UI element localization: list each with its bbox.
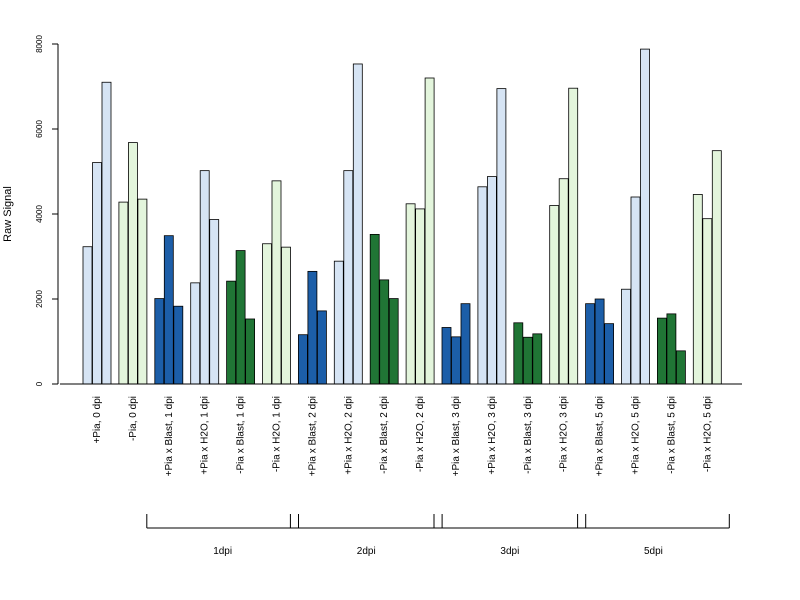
bar [352, 63, 363, 385]
group-bracket: 5dpi [577, 514, 730, 557]
bar [369, 233, 380, 385]
bar [604, 323, 614, 385]
bar [379, 279, 390, 385]
bar [657, 317, 667, 385]
bar [702, 218, 713, 385]
bar [163, 235, 174, 385]
x-tick-labels: +Pia, 0 dpi -Pia, 0 dpi +Pia x Blast, 1 dp… [92, 396, 713, 476]
x-tick-label: +Pia x Blast, 2 dpi [307, 396, 318, 476]
bar [316, 310, 327, 385]
x-tick-label: +Pia x Blast, 1 dpi [164, 396, 175, 476]
bar [137, 198, 148, 385]
x-tick-label: -Pia x H2O, 3 dpi [559, 396, 570, 472]
x-tick-label: +Pia, 0 dpi [92, 396, 103, 444]
bar [558, 178, 569, 385]
x-tick-label: -Pia x Blast, 5 dpi [666, 396, 677, 474]
group-bracket: 1dpi [146, 514, 299, 557]
group-brackets: 1dpi 2dpi 3dpi 5dpi [146, 514, 730, 557]
bar [630, 196, 641, 385]
bar [477, 186, 488, 385]
bar [666, 313, 677, 385]
x-tick-label: +Pia x Blast, 5 dpi [595, 396, 606, 476]
group-bracket: 2dpi [289, 514, 443, 557]
bar [594, 298, 605, 385]
bar [522, 336, 533, 385]
x-tick-label: -Pia x H2O, 2 dpi [415, 396, 426, 472]
y-tick-label: 4000 [35, 205, 44, 223]
y-tick-label: 0 [35, 381, 44, 386]
bar [532, 333, 543, 385]
bar [343, 170, 354, 385]
bar [451, 336, 461, 385]
bar [127, 142, 138, 385]
x-tick-label: +Pia x H2O, 3 dpi [487, 396, 498, 475]
y-axis: 0 2000 4000 6000 8000 [35, 35, 59, 386]
group-bracket-label: 3dpi [500, 546, 519, 557]
x-tick-label: -Pia, 0 dpi [128, 396, 139, 441]
bar [405, 203, 416, 385]
bar [441, 327, 452, 385]
bar [154, 298, 165, 385]
bar [307, 270, 318, 385]
x-tick-label: -Pia x Blast, 3 dpi [523, 396, 534, 474]
y-tick-label: 6000 [35, 120, 44, 138]
bar [245, 318, 256, 385]
bar [711, 150, 722, 385]
bar [585, 303, 595, 385]
bar [513, 322, 524, 385]
bar [621, 288, 631, 385]
bar [424, 77, 435, 385]
bar [692, 194, 703, 385]
bar [271, 180, 282, 385]
x-tick-label: +Pia x H2O, 2 dpi [343, 396, 354, 475]
bar [199, 170, 210, 385]
bar [415, 208, 426, 385]
y-tick-label: 2000 [35, 290, 44, 308]
x-tick-label: +Pia x H2O, 1 dpi [200, 396, 211, 475]
bar [333, 260, 344, 385]
bar [173, 305, 184, 385]
bar [226, 280, 237, 385]
bar [460, 303, 471, 385]
y-axis-label: Raw Signal [2, 186, 14, 242]
group-bracket-label: 5dpi [644, 546, 663, 557]
plot-area [82, 48, 722, 385]
group-bracket-label: 2dpi [357, 546, 376, 557]
x-tick-label: -Pia x H2O, 5 dpi [702, 396, 713, 472]
bar [101, 81, 112, 385]
x-tick-label: -Pia x Blast, 1 dpi [236, 396, 247, 474]
bar [281, 246, 291, 385]
bar [486, 176, 497, 385]
group-bracket: 3dpi [433, 514, 587, 557]
bar [549, 205, 560, 385]
bar [209, 219, 220, 385]
group-bracket-label: 1dpi [213, 546, 232, 557]
bar [262, 243, 272, 385]
bar [235, 250, 246, 385]
x-tick-label: +Pia x H2O, 5 dpi [631, 396, 642, 475]
bar [190, 282, 201, 385]
x-tick-label: -Pia x Blast, 2 dpi [379, 396, 390, 474]
bar [297, 334, 308, 385]
bar [118, 201, 129, 385]
y-tick-label: 8000 [35, 35, 44, 53]
bar [640, 48, 650, 385]
bar [82, 246, 93, 385]
bar [496, 88, 507, 385]
bar [388, 298, 399, 385]
x-tick-label: +Pia x Blast, 3 dpi [451, 396, 462, 476]
bar [568, 87, 579, 385]
bar [92, 162, 102, 385]
bar [676, 350, 686, 385]
x-tick-label: -Pia x H2O, 1 dpi [272, 396, 283, 472]
